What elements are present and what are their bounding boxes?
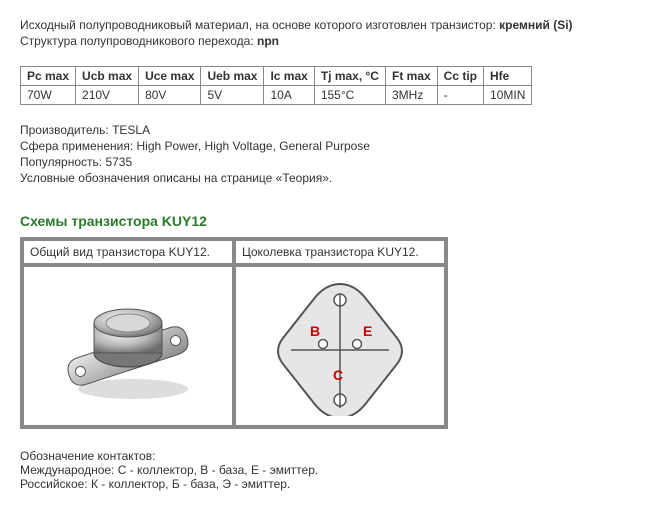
diagrams-table: Общий вид транзистора KUY12. Цоколевка т… [20, 237, 448, 429]
intro-structure-label: Структура полупроводникового перехода: [20, 34, 257, 48]
diagram-header: Общий вид транзистора KUY12. [23, 240, 233, 264]
pinout-diagram-icon: B E C [255, 276, 425, 416]
param-header: Pc max [21, 67, 76, 86]
param-cell: 80V [139, 86, 201, 105]
param-cell: 10A [264, 86, 314, 105]
legend: Обозначение контактов: Международное: C … [20, 449, 640, 491]
legend-title: Обозначение контактов: [20, 449, 640, 463]
table-row: Pc max Ucb max Uce max Ueb max Ic max Tj… [21, 67, 532, 86]
param-cell: - [437, 86, 483, 105]
intro-material: Исходный полупроводниковый материал, на … [20, 18, 640, 32]
param-header: Tj max, °C [314, 67, 385, 86]
param-cell: 70W [21, 86, 76, 105]
pin-label-b: B [310, 323, 320, 339]
param-cell: 3MHz [385, 86, 437, 105]
popularity: Популярность: 5735 [20, 155, 640, 169]
section-title: Схемы транзистора KUY12 [20, 213, 640, 229]
intro-structure-value: npn [257, 34, 279, 48]
diagram-cell: B E C [235, 266, 445, 426]
param-cell: 5V [201, 86, 264, 105]
legend-ru: Российское: К - коллектор, Б - база, Э -… [20, 477, 640, 491]
param-cell: 155°C [314, 86, 385, 105]
intro-structure: Структура полупроводникового перехода: n… [20, 34, 640, 48]
param-header: Ueb max [201, 67, 264, 86]
application: Сфера применения: High Power, High Volta… [20, 139, 640, 153]
param-header: Cc tip [437, 67, 483, 86]
param-header: Hfe [484, 67, 532, 86]
transistor-photo-icon [43, 281, 213, 411]
param-header: Uce max [139, 67, 201, 86]
param-header: Ic max [264, 67, 314, 86]
param-header: Ft max [385, 67, 437, 86]
notation-note: Условные обозначения описаны на странице… [20, 171, 640, 185]
param-cell: 10MIN [484, 86, 532, 105]
table-row: 70W 210V 80V 5V 10A 155°C 3MHz - 10MIN [21, 86, 532, 105]
pin-label-c: C [333, 367, 343, 383]
param-cell: 210V [76, 86, 139, 105]
params-table: Pc max Ucb max Uce max Ueb max Ic max Tj… [20, 66, 532, 105]
manufacturer: Производитель: TESLA [20, 123, 640, 137]
intro-material-value: кремний (Si) [499, 18, 572, 32]
param-header: Ucb max [76, 67, 139, 86]
table-row: B E C [23, 266, 445, 426]
pin-label-e: E [363, 323, 372, 339]
intro-material-label: Исходный полупроводниковый материал, на … [20, 18, 499, 32]
diagram-header: Цоколевка транзистора KUY12. [235, 240, 445, 264]
table-row: Общий вид транзистора KUY12. Цоколевка т… [23, 240, 445, 264]
legend-intl: Международное: C - коллектор, B - база, … [20, 463, 640, 477]
diagram-cell [23, 266, 233, 426]
